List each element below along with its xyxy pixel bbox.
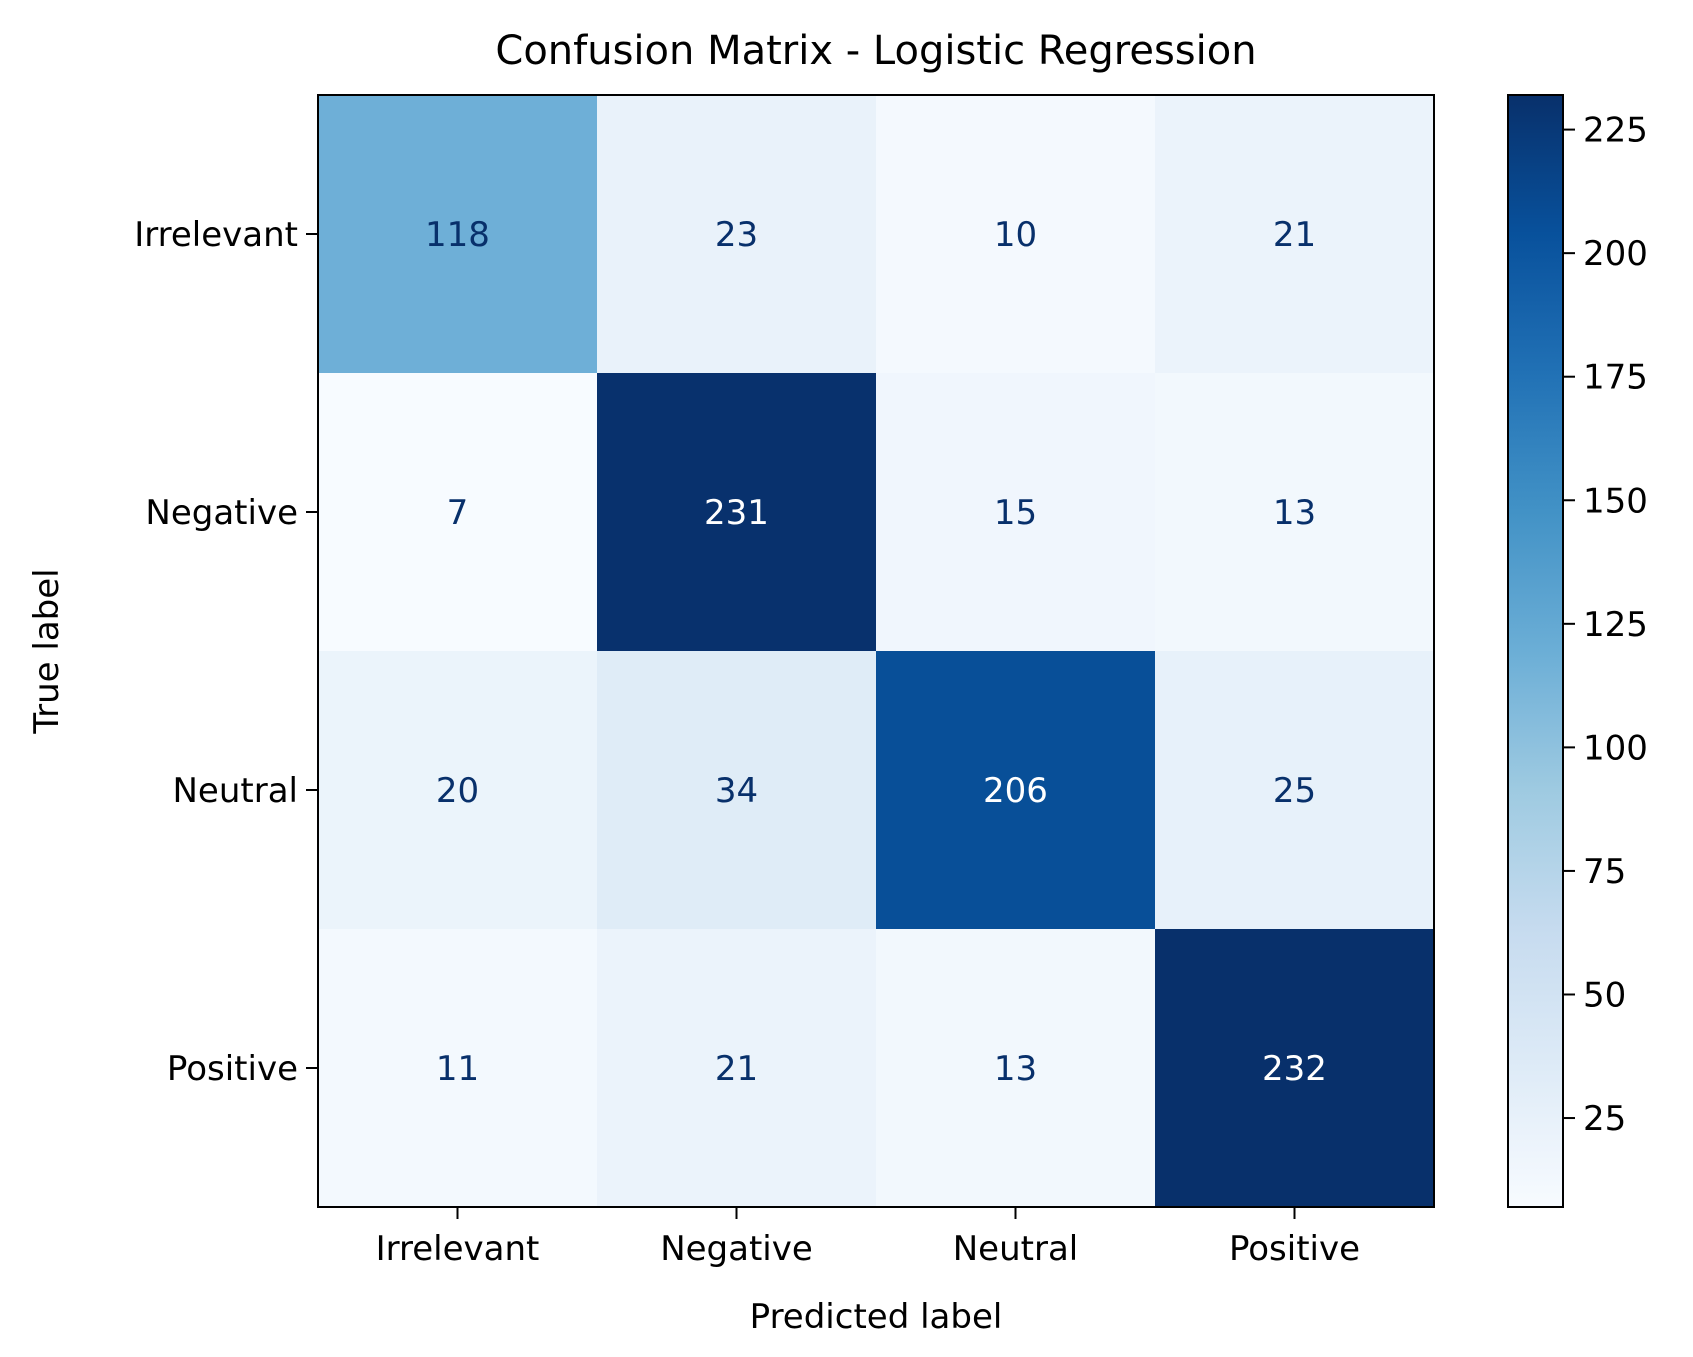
heatmap-cells [318,95,1435,1208]
colorbar-tick-label: 100 [1583,728,1648,768]
colorbar-tick-label: 75 [1583,852,1626,892]
heatmap-cell [597,929,877,1208]
x-tick-label: Negative [660,1229,813,1269]
plot-frame [317,94,1435,1208]
colorbar-tick-label: 50 [1583,975,1626,1015]
y-axis-label: True label [27,568,67,734]
heatmap-cell [318,651,598,930]
colorbar-tick-label: 125 [1583,605,1648,645]
cell-value-label: 15 [994,493,1037,533]
cell-value-label: 206 [983,771,1048,811]
cell-value-label: 13 [1273,493,1316,533]
heatmap-cell [1155,373,1435,652]
cell-value-label: 21 [1273,215,1316,255]
cell-value-label: 232 [1262,1049,1327,1089]
heatmap-cell-labels: 118 23 10 21 7 231 15 13 20 34 206 25 11 21 13 232 [425,215,1327,1089]
x-tick-label: Positive [1229,1229,1360,1269]
colorbar-tick-label: 25 [1583,1099,1626,1139]
colorbar-tick-label: 150 [1583,481,1648,521]
y-axis-ticks: Irrelevant Negative Neutral Positive [134,215,318,1089]
cell-value-label: 10 [994,215,1037,255]
x-tick-label: Irrelevant [376,1229,540,1269]
heatmap-cell [876,373,1156,652]
cell-value-label: 118 [425,215,490,255]
cell-value-label: 34 [715,771,758,811]
cell-value-label: 13 [994,1049,1037,1089]
y-tick-label: Irrelevant [134,215,298,255]
x-tick-label: Neutral [953,1229,1079,1269]
heatmap-cell [318,929,598,1208]
heatmap-cell [876,929,1156,1208]
colorbar: 25 50 75 100 125 150 175 200 225 [1507,94,1648,1208]
colorbar-tick-label: 175 [1583,358,1648,398]
heatmap-cell [318,95,598,374]
cell-value-label: 7 [447,493,469,533]
cell-value-label: 20 [436,771,479,811]
heatmap-cell [1155,95,1435,374]
x-axis-label: Predicted label [750,1297,1003,1337]
heatmap-cell [597,373,877,652]
heatmap-cell [1155,651,1435,930]
heatmap-cell [876,651,1156,930]
heatmap-cell [1155,929,1435,1208]
x-axis-ticks: Irrelevant Negative Neutral Positive [376,1207,1360,1269]
chart-title: Confusion Matrix - Logistic Regression [495,28,1256,74]
cell-value-label: 23 [715,215,758,255]
y-tick-label: Neutral [173,771,299,811]
colorbar-tick-label: 225 [1583,111,1648,151]
cell-value-label: 25 [1273,771,1316,811]
heatmap-cell [876,95,1156,374]
cell-value-label: 21 [715,1049,758,1089]
y-tick-label: Negative [145,493,298,533]
heatmap-cell [597,651,877,930]
y-tick-label: Positive [167,1049,298,1089]
cell-value-label: 11 [436,1049,479,1089]
heatmap-cell [318,373,598,652]
cell-value-label: 231 [704,493,769,533]
colorbar-tick-label: 200 [1583,234,1648,274]
colorbar-gradient [1507,94,1564,1208]
heatmap-cell [597,95,877,374]
